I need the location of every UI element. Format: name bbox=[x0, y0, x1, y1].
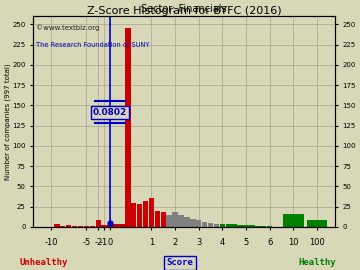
Bar bbox=[261, 226, 266, 227]
Bar bbox=[231, 224, 237, 227]
Bar bbox=[178, 215, 184, 227]
Bar bbox=[113, 224, 119, 227]
Text: Sector: Financials: Sector: Financials bbox=[141, 4, 227, 14]
Bar bbox=[237, 225, 243, 227]
Bar bbox=[220, 224, 225, 227]
Bar bbox=[196, 220, 202, 227]
Bar bbox=[125, 28, 131, 227]
Text: Score: Score bbox=[167, 258, 193, 267]
Bar bbox=[54, 224, 59, 227]
Text: Unhealthy: Unhealthy bbox=[19, 258, 67, 267]
Y-axis label: Number of companies (997 total): Number of companies (997 total) bbox=[4, 63, 11, 180]
Bar bbox=[149, 198, 154, 227]
Bar bbox=[172, 212, 178, 227]
Bar bbox=[78, 226, 83, 227]
Bar bbox=[267, 226, 273, 227]
Bar bbox=[283, 214, 303, 227]
Bar bbox=[307, 220, 327, 227]
Text: The Research Foundation of SUNY: The Research Foundation of SUNY bbox=[36, 42, 150, 48]
Bar bbox=[66, 225, 71, 227]
Bar bbox=[184, 217, 190, 227]
Bar bbox=[202, 222, 207, 227]
Bar bbox=[107, 225, 113, 227]
Bar bbox=[119, 224, 125, 227]
Bar bbox=[226, 224, 231, 227]
Bar bbox=[95, 220, 101, 227]
Text: ©www.textbiz.org: ©www.textbiz.org bbox=[36, 25, 100, 31]
Bar bbox=[84, 226, 89, 227]
Bar bbox=[208, 223, 213, 227]
Bar bbox=[214, 224, 219, 227]
Text: 0.0802: 0.0802 bbox=[93, 108, 127, 117]
Bar bbox=[249, 225, 255, 227]
Bar bbox=[155, 211, 160, 227]
Bar bbox=[143, 201, 148, 227]
Bar bbox=[243, 225, 249, 227]
Title: Z-Score Histogram for BYFC (2016): Z-Score Histogram for BYFC (2016) bbox=[87, 6, 281, 16]
Bar bbox=[190, 219, 195, 227]
Bar bbox=[90, 226, 95, 227]
Bar bbox=[255, 226, 261, 227]
Bar bbox=[72, 226, 77, 227]
Text: Healthy: Healthy bbox=[298, 258, 336, 267]
Bar bbox=[137, 204, 142, 227]
Bar bbox=[161, 212, 166, 227]
Bar bbox=[102, 225, 107, 227]
Bar bbox=[131, 202, 136, 227]
Bar bbox=[166, 215, 172, 227]
Bar bbox=[60, 226, 66, 227]
